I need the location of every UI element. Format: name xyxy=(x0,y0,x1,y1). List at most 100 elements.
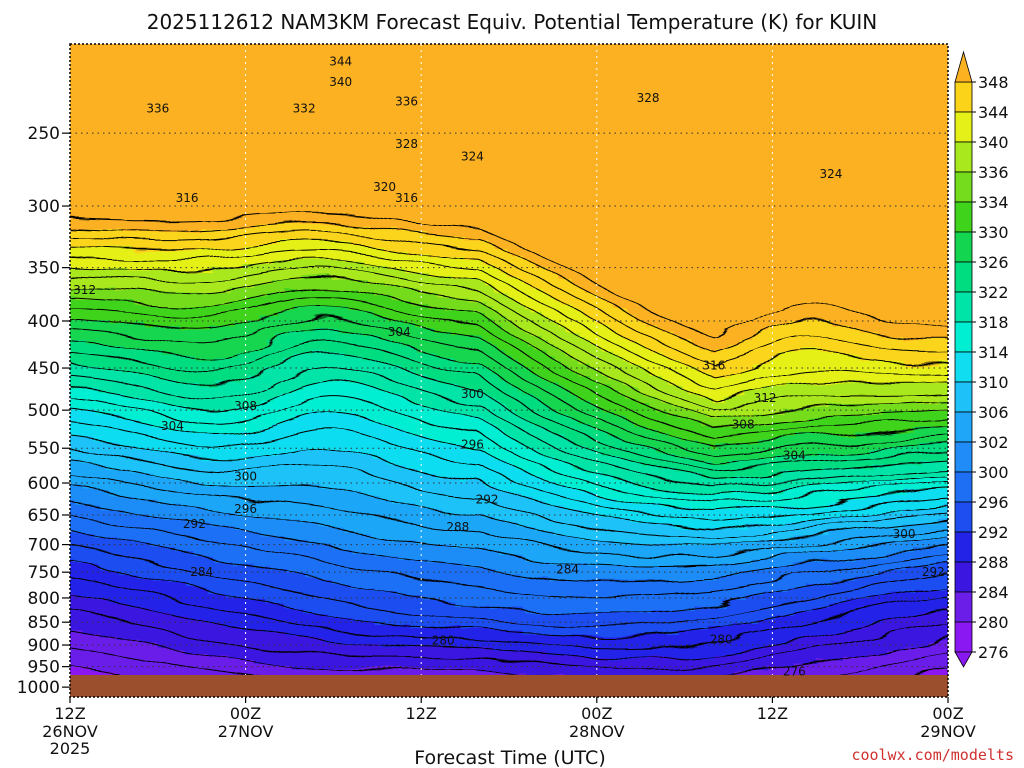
contour-label: 324 xyxy=(461,149,484,163)
contour-label: 292 xyxy=(476,492,499,506)
colorbar-swatch xyxy=(954,81,973,113)
contour-label: 336 xyxy=(395,95,418,109)
x-tick-label: 00Z xyxy=(230,704,261,723)
colorbar-label: 276 xyxy=(978,643,1009,662)
colorbar-swatch xyxy=(954,261,973,293)
colorbar-label: 314 xyxy=(978,343,1009,362)
colorbar-label: 322 xyxy=(978,283,1009,302)
x-tick-date: 26NOV xyxy=(42,722,98,741)
colorbar-swatch xyxy=(954,141,973,173)
colorbar-label: 334 xyxy=(978,193,1009,212)
contour-label: 300 xyxy=(234,469,257,483)
contour-label: 296 xyxy=(234,502,257,516)
contour-label: 292 xyxy=(183,517,206,531)
colorbar-swatch xyxy=(954,621,973,653)
x-tick-label: 12Z xyxy=(406,704,437,723)
contour-label: 304 xyxy=(783,448,806,462)
contour-label: 340 xyxy=(329,75,352,89)
colorbar-swatch xyxy=(954,171,973,203)
x-tick-label: 00Z xyxy=(932,704,963,723)
y-tick-label: 450 xyxy=(28,359,60,379)
x-tick-label: 12Z xyxy=(757,704,788,723)
colorbar-swatch xyxy=(954,471,973,503)
colorbar-label: 296 xyxy=(978,493,1009,512)
contour-label: 296 xyxy=(461,438,484,452)
colorbar-label: 344 xyxy=(978,103,1009,122)
ground-surface xyxy=(70,675,948,697)
contour-label: 328 xyxy=(395,137,418,151)
colorbar-label: 326 xyxy=(978,253,1009,272)
contour-label: 316 xyxy=(176,191,199,205)
x-tick-date: 27NOV xyxy=(218,722,274,741)
y-tick-label: 700 xyxy=(28,536,60,556)
colorbar-swatch xyxy=(954,591,973,623)
colorbar-swatch xyxy=(954,561,973,593)
contour-label: 288 xyxy=(446,520,469,534)
colorbar-swatch xyxy=(954,411,973,443)
contour-label: 324 xyxy=(819,167,842,181)
y-tick-label: 1000 xyxy=(17,678,60,698)
y-tick-label: 750 xyxy=(28,563,60,583)
colorbar-max-arrow xyxy=(954,50,973,83)
y-tick-label: 600 xyxy=(28,474,60,494)
contour-label: 328 xyxy=(637,91,660,105)
contour-label: 320 xyxy=(373,180,396,194)
y-tick-label: 400 xyxy=(28,312,60,332)
colorbar-label: 340 xyxy=(978,133,1009,152)
colorbar-swatch xyxy=(954,201,973,233)
colorbar-swatch xyxy=(954,231,973,263)
y-tick-label: 550 xyxy=(28,439,60,459)
colorbar-swatch xyxy=(954,291,973,323)
colorbar-swatch xyxy=(954,531,973,563)
colorbar-label: 302 xyxy=(978,433,1009,452)
colorbar-label: 318 xyxy=(978,313,1009,332)
contour-label: 276 xyxy=(783,665,806,679)
contour-label: 336 xyxy=(146,101,169,115)
contour-label: 284 xyxy=(190,565,213,579)
temperature-fill xyxy=(70,44,948,697)
colorbar-label: 280 xyxy=(978,613,1009,632)
y-tick-label: 650 xyxy=(28,506,60,526)
colorbar-min-arrow xyxy=(954,651,973,668)
colorbar-swatch xyxy=(954,351,973,383)
contour-label: 308 xyxy=(732,417,755,431)
colorbar-label: 336 xyxy=(978,163,1009,182)
contour-label: 280 xyxy=(432,634,455,648)
contour-label: 332 xyxy=(293,101,316,115)
contour-label: 300 xyxy=(461,387,484,401)
contour-label: 308 xyxy=(234,399,257,413)
x-tick-label: 00Z xyxy=(581,704,612,723)
plot-border xyxy=(69,43,949,698)
contour-label: 300 xyxy=(893,527,916,541)
contour-label: 280 xyxy=(710,633,733,647)
y-tick-label: 300 xyxy=(28,197,60,217)
x-tick-date: 28NOV xyxy=(569,722,625,741)
y-tick-label: 800 xyxy=(28,589,60,609)
colorbar-label: 330 xyxy=(978,223,1009,242)
colorbar-label: 292 xyxy=(978,523,1009,542)
chart-title: 2025112612 NAM3KM Forecast Equiv. Potent… xyxy=(147,10,878,34)
y-tick-label: 250 xyxy=(28,124,60,144)
contour-label: 316 xyxy=(702,358,725,372)
colorbar-label: 306 xyxy=(978,403,1009,422)
y-tick-label: 850 xyxy=(28,613,60,633)
contour-label: 312 xyxy=(754,391,777,405)
colorbar-label: 348 xyxy=(978,73,1009,92)
colorbar-swatch xyxy=(954,501,973,533)
contour-label: 316 xyxy=(395,191,418,205)
x-tick-date: 29NOV xyxy=(920,722,976,741)
y-tick-label: 500 xyxy=(28,401,60,421)
colorbar-swatch xyxy=(954,441,973,473)
x-axis-label: Forecast Time (UTC) xyxy=(414,747,605,768)
y-tick-label: 950 xyxy=(28,658,60,678)
contour-label: 304 xyxy=(161,419,184,433)
x-tick-year: 2025 xyxy=(50,739,91,758)
y-tick-label: 350 xyxy=(28,259,60,279)
colorbar-label: 310 xyxy=(978,373,1009,392)
contour-label: 312 xyxy=(73,283,96,297)
x-tick-label: 12Z xyxy=(54,704,85,723)
contour-label: 292 xyxy=(922,565,945,579)
contour-lines xyxy=(70,213,948,697)
